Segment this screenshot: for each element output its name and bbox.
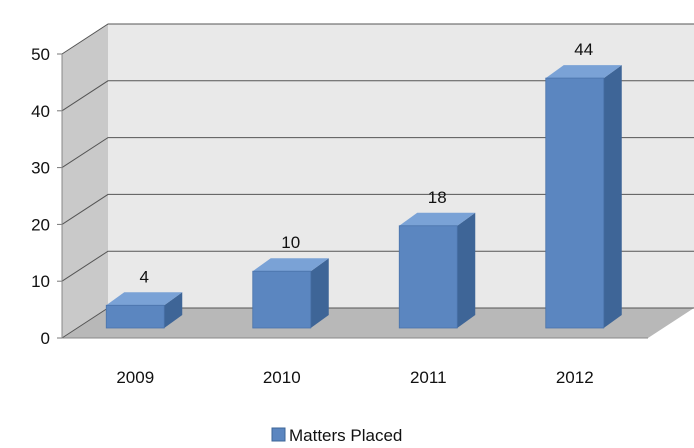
bar [398,225,458,329]
gridline [61,193,694,225]
gridline [61,23,694,55]
bars [105,65,622,329]
labels: 4 10 18 44 [140,40,594,286]
data-label: 44 [574,40,593,59]
x-tick-label: 2011 [410,368,447,387]
gridline [61,250,694,282]
bar-top [399,212,476,226]
data-label: 4 [140,267,149,286]
gridline [61,137,694,169]
x-tick-label: 2012 [556,368,594,387]
data-label: 18 [428,188,447,207]
y-tick-label: 40 [31,102,50,121]
bar-side [457,212,476,328]
axes: 0 10 20 30 40 50 2009 2010 2011 2012 [31,45,648,387]
legend: Matters Placed [271,426,402,445]
bar-top [545,65,622,79]
bar [252,270,312,329]
bar-top [106,292,183,306]
y-tick-label: 10 [31,272,50,291]
legend-label: Matters Placed [289,426,402,445]
y-tick-label: 0 [41,329,50,348]
bar-side [603,65,622,328]
side-wall [62,24,108,338]
bar-side [310,258,329,328]
x-tick-label: 2010 [263,368,301,387]
legend-swatch [271,427,286,442]
y-tick-label: 30 [31,159,50,178]
bar-side [164,292,183,328]
data-label: 10 [281,233,300,252]
y-tick-label: 20 [31,215,50,234]
x-tick-label: 2009 [116,368,154,387]
bar [105,304,165,329]
y-tick-label: 50 [31,45,50,64]
gridline [61,80,694,112]
bar [545,77,605,329]
floor [62,308,694,338]
bar-top [252,258,329,272]
